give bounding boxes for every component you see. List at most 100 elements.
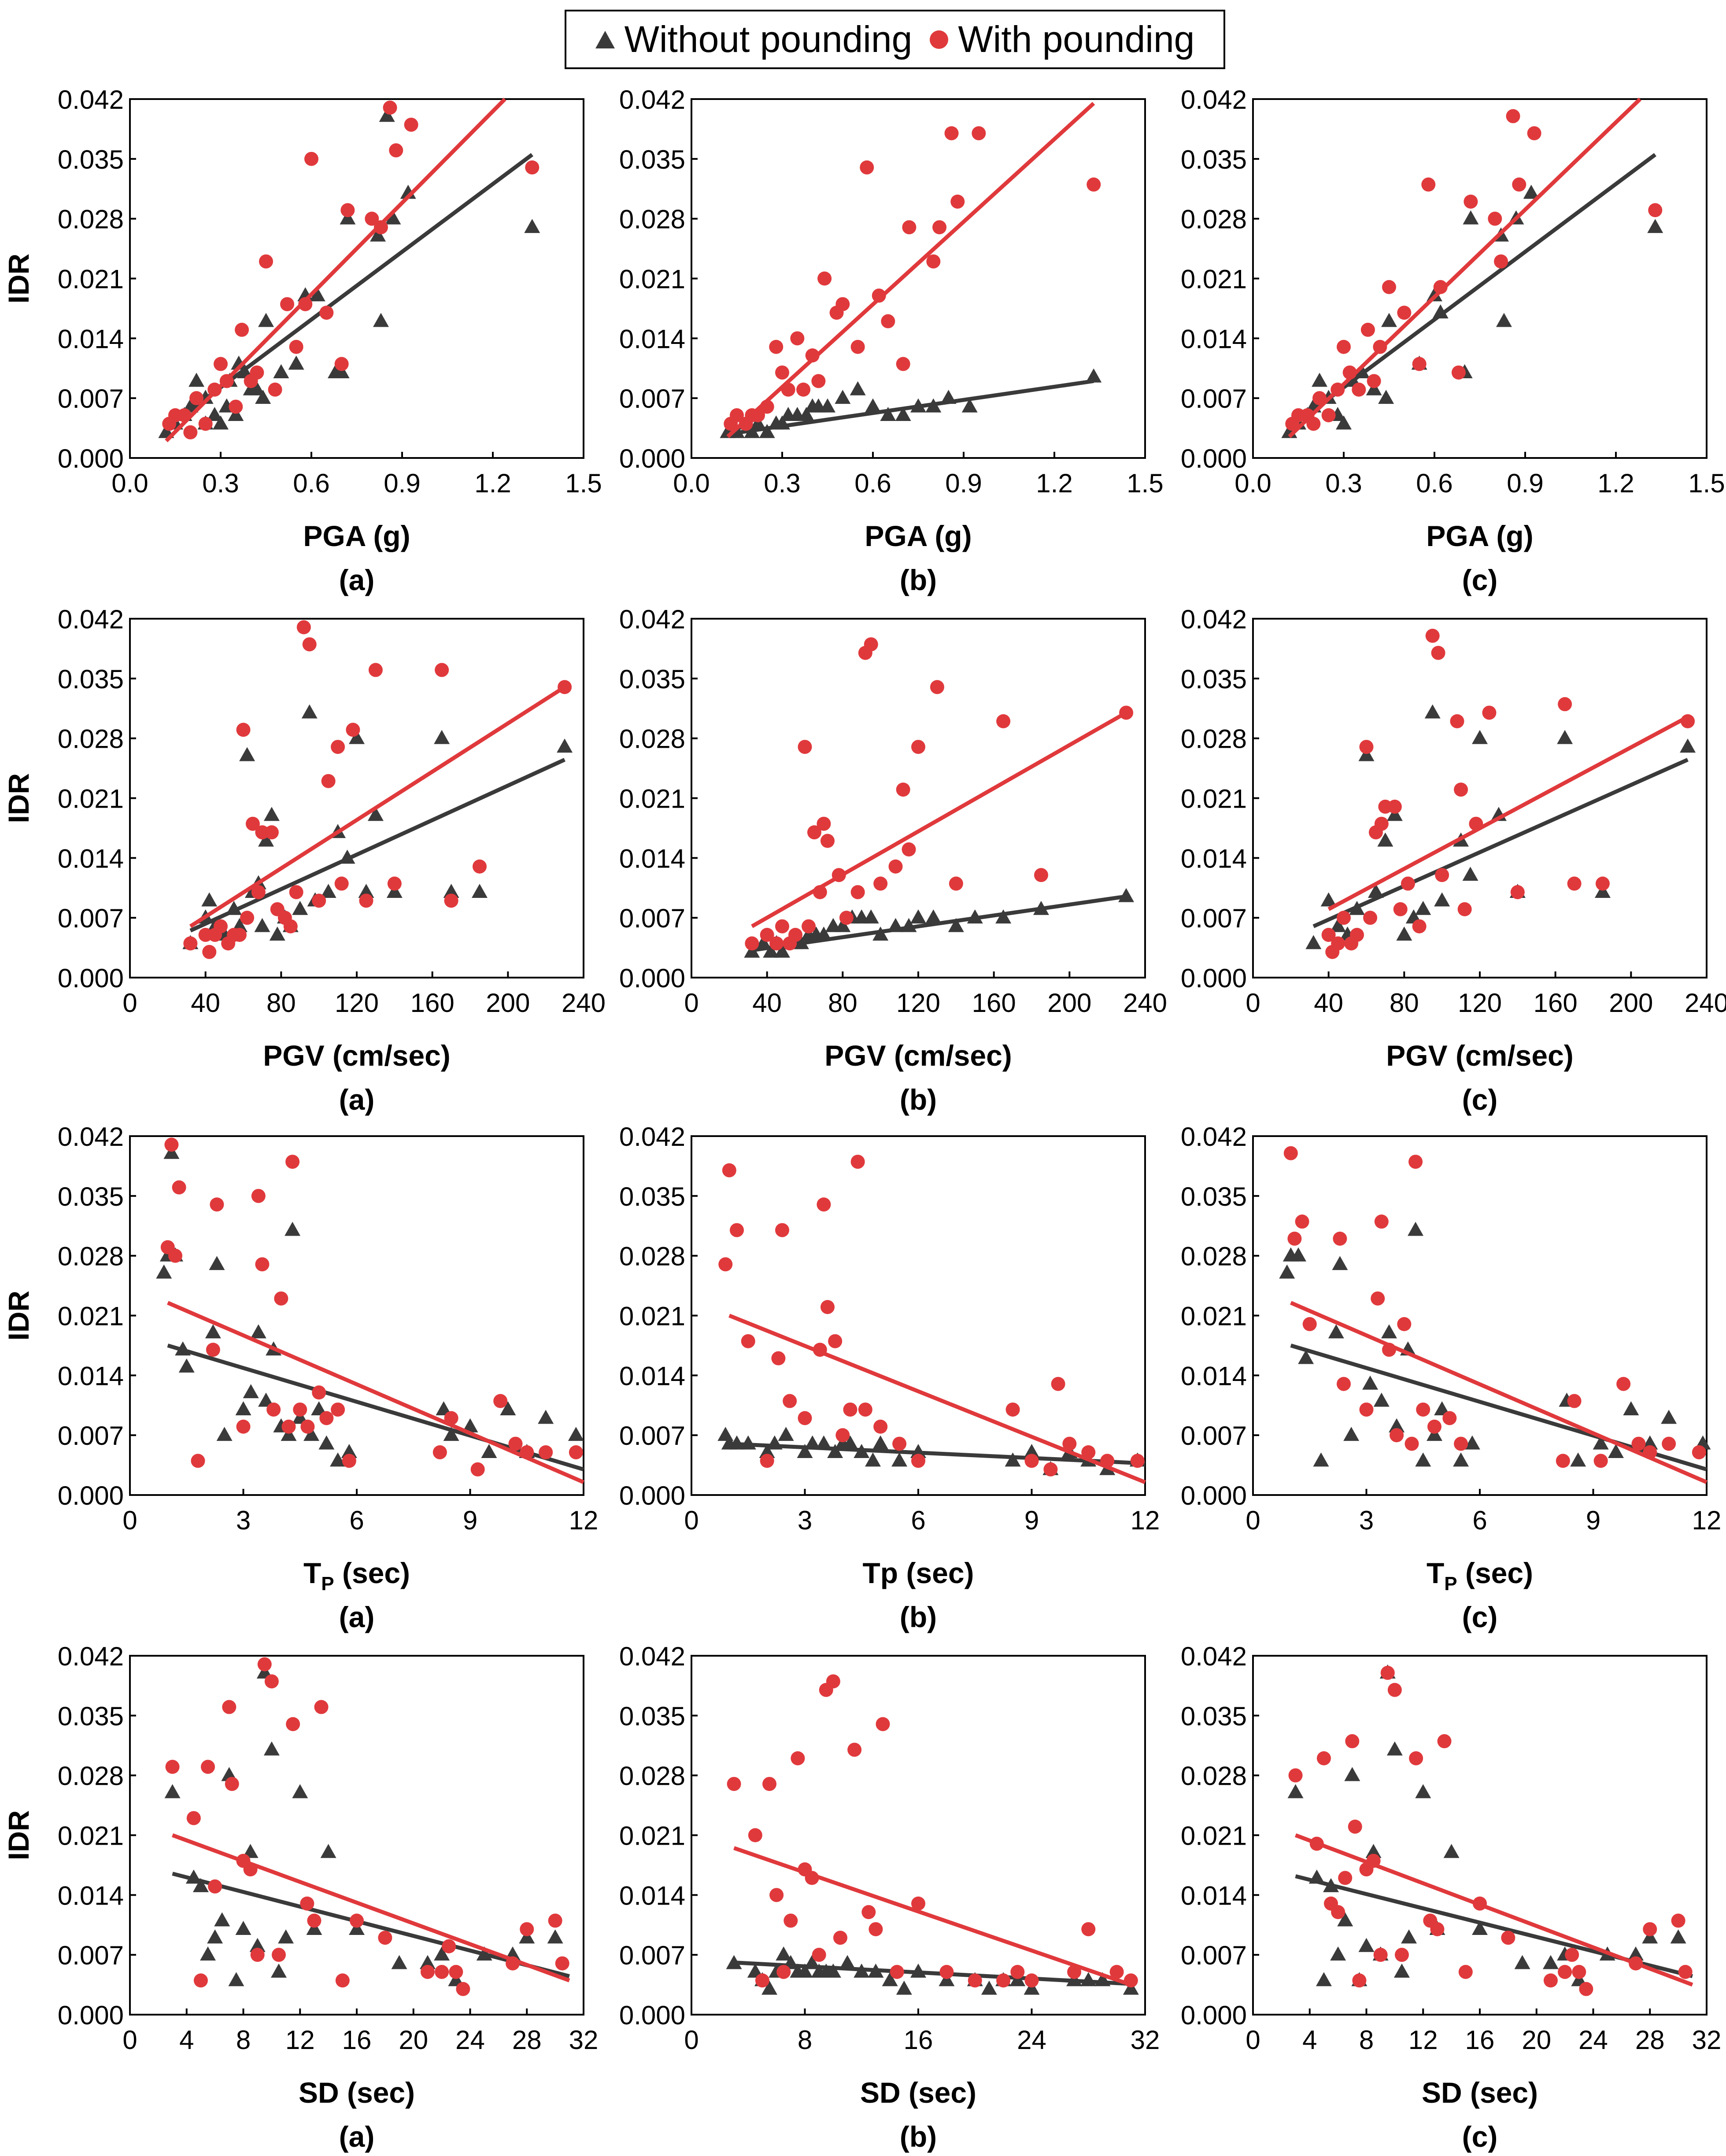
data-point-triangle <box>1623 1401 1639 1415</box>
data-point-circle <box>1527 126 1541 140</box>
legend-without: Without pounding <box>595 18 912 61</box>
data-point-circle <box>858 1402 872 1417</box>
y-axis-label: IDR <box>2 1291 35 1341</box>
data-point-circle <box>1109 1964 1124 1979</box>
data-point-circle <box>1454 783 1468 797</box>
x-tick-label: 16 <box>904 2025 933 2055</box>
x-tick-label: 9 <box>463 1506 477 1535</box>
data-point-circle <box>520 1922 534 1936</box>
x-tick-label: 32 <box>1131 2025 1160 2055</box>
data-point-circle <box>1352 1973 1367 1988</box>
plot-frame <box>691 1135 1146 1496</box>
data-point-triangle <box>434 1946 450 1961</box>
x-tick-label: 32 <box>1692 2025 1722 2055</box>
data-point-triangle <box>538 1410 554 1424</box>
y-tick-label: 0.035 <box>619 145 685 174</box>
data-point-circle <box>1494 254 1508 269</box>
data-point-circle <box>539 1445 553 1459</box>
data-point-circle <box>214 919 228 934</box>
data-point-triangle <box>1313 1452 1329 1467</box>
series-with-pounding <box>745 637 1134 951</box>
data-point-circle <box>1087 177 1101 192</box>
data-point-circle <box>251 885 266 899</box>
data-point-triangle <box>1005 1452 1021 1467</box>
data-point-circle <box>289 340 303 354</box>
x-tick-label: 80 <box>828 988 857 1018</box>
data-point-triangle <box>216 1427 233 1441</box>
series-without-pounding <box>717 1427 1146 1475</box>
data-point-circle <box>828 1334 843 1348</box>
data-point-circle <box>1567 1394 1582 1408</box>
x-tick-label: 12 <box>1131 1506 1160 1535</box>
data-point-circle <box>1482 705 1497 720</box>
data-point-circle <box>1442 1411 1457 1425</box>
x-tick-label: 0.3 <box>202 469 239 498</box>
triangle-marker-icon <box>595 30 615 48</box>
data-point-circle <box>796 382 811 397</box>
y-tick-label: 0.014 <box>58 844 124 873</box>
data-point-triangle <box>333 364 350 378</box>
panel-sd-b: 0.000 0.007 0.014 0.021 0.028 0.035 0.042 0 8 16 2… <box>619 1642 1160 2153</box>
data-point-triangle <box>547 1929 563 1944</box>
x-tick-label: 0.3 <box>764 469 800 498</box>
fit-line <box>751 711 1127 928</box>
data-point-circle <box>1558 697 1572 712</box>
data-point-triangle <box>205 1324 221 1339</box>
x-tick-label: 0 <box>1246 1506 1260 1535</box>
data-point-triangle <box>961 398 978 413</box>
data-point-triangle <box>816 926 832 941</box>
y-tick-label: 0.000 <box>619 2001 685 2030</box>
data-point-circle <box>304 151 318 166</box>
x-tick-label: 40 <box>1314 988 1343 1018</box>
data-point-triangle <box>1593 1435 1609 1450</box>
panel-caption: (b) <box>900 1601 937 1633</box>
data-point-triangle <box>235 1920 251 1935</box>
data-point-circle <box>444 893 458 908</box>
data-point-circle <box>191 1454 205 1468</box>
y-tick-label: 0.028 <box>619 724 685 754</box>
series-without-pounding <box>1279 1222 1711 1472</box>
data-point-circle <box>911 740 925 754</box>
data-point-circle <box>748 1828 762 1842</box>
data-point-circle <box>404 118 418 132</box>
data-point-triangle <box>1472 1920 1488 1935</box>
data-point-circle <box>1556 1454 1570 1468</box>
data-point-triangle <box>797 1963 813 1978</box>
data-point-triangle <box>349 1920 365 1935</box>
data-point-circle <box>881 314 895 329</box>
data-point-circle <box>1408 1155 1423 1169</box>
data-point-triangle <box>778 1427 794 1441</box>
data-point-circle <box>1643 1922 1657 1936</box>
legend-with: With pounding <box>930 18 1194 61</box>
y-axis-label: IDR <box>2 773 35 823</box>
data-point-circle <box>286 1717 300 1731</box>
data-point-triangle <box>1024 1980 1040 1995</box>
data-point-triangle <box>865 1452 881 1467</box>
data-point-circle <box>1595 876 1610 891</box>
data-point-circle <box>835 297 850 311</box>
data-point-circle <box>264 1674 279 1689</box>
x-tick-label: 0.6 <box>854 469 891 498</box>
x-axis-label: Tp (sec) <box>862 1557 974 1589</box>
data-point-circle <box>1416 1402 1430 1417</box>
x-axis-label: PGA (g) <box>1426 520 1533 552</box>
data-point-circle <box>1287 1231 1302 1246</box>
data-point-circle <box>791 1751 805 1765</box>
data-point-circle <box>1283 1146 1298 1160</box>
panel-sd-a: 0.000 0.007 0.014 0.021 0.028 0.035 0.042 0 4 8 12… <box>2 1642 598 2153</box>
series-with-pounding <box>1285 97 1663 438</box>
series-without-pounding <box>720 368 1102 438</box>
data-point-triangle <box>207 406 223 421</box>
data-point-triangle <box>436 1401 452 1415</box>
data-point-circle <box>775 919 789 934</box>
panel-caption: (a) <box>339 1083 375 1116</box>
y-tick-label: 0.014 <box>1181 324 1247 354</box>
data-point-triangle <box>1316 1972 1332 1986</box>
y-tick-label: 0.028 <box>1181 1761 1247 1791</box>
data-point-triangle <box>1389 1418 1405 1432</box>
data-point-triangle <box>1373 1392 1390 1407</box>
x-axis-label: PGV (cm/sec) <box>263 1039 451 1072</box>
y-tick-label: 0.028 <box>58 724 124 754</box>
data-point-triangle <box>1312 373 1328 387</box>
data-point-triangle <box>896 1980 912 1995</box>
